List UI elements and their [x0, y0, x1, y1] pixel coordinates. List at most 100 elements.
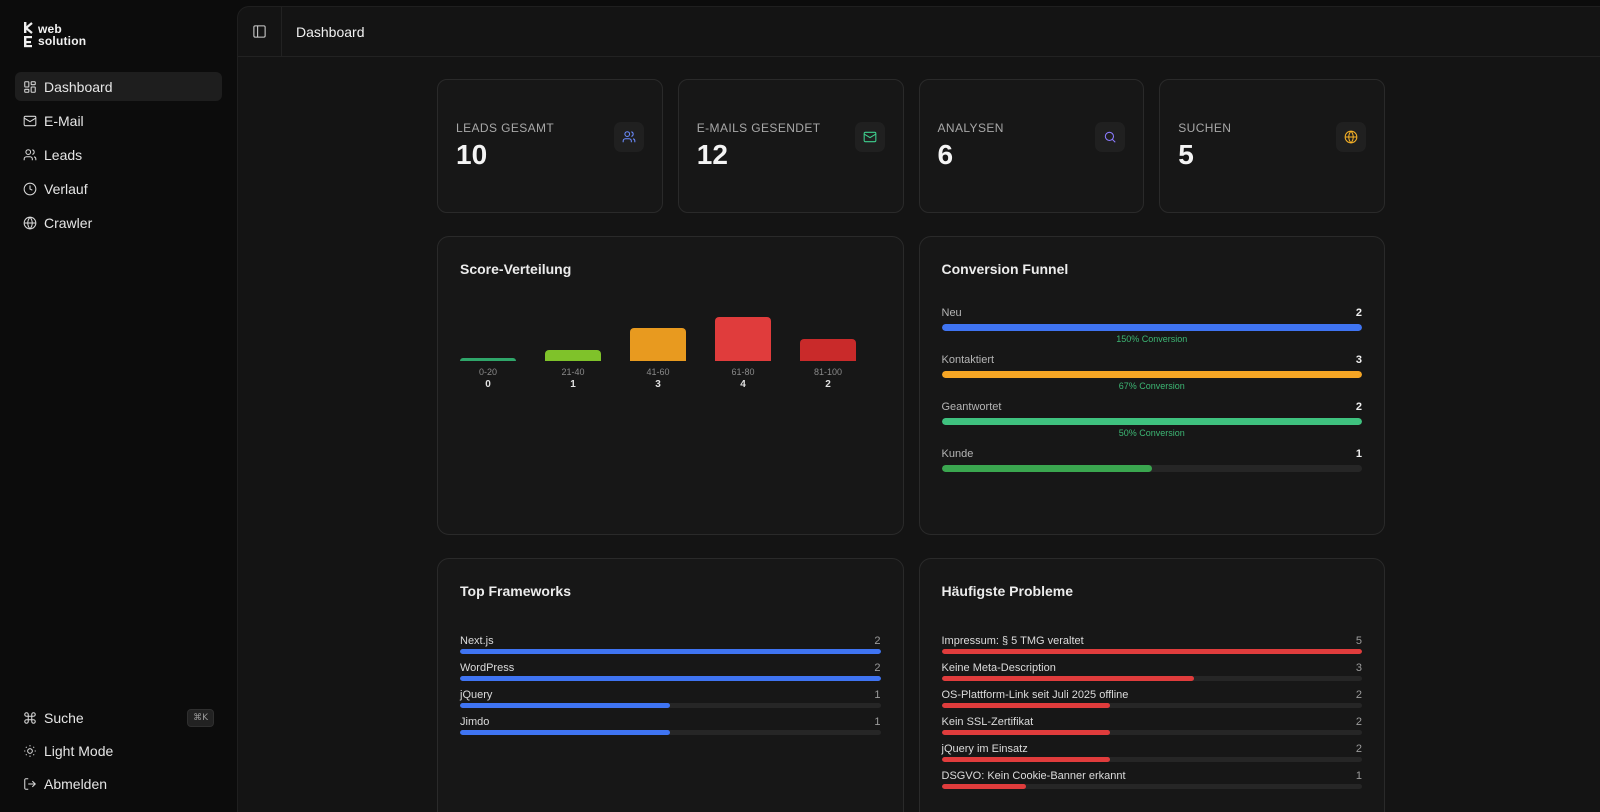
score-bar-group: 41-60 3 [630, 301, 686, 401]
sidebar-nav: Dashboard E-Mail Leads Verlauf [15, 72, 222, 237]
sidebar-item-label: E-Mail [44, 112, 84, 129]
list-item-fill [941, 703, 1110, 708]
list-item-label: jQuery im Einsatz [941, 743, 1028, 755]
mail-icon [23, 114, 37, 128]
stat-card-leads[interactable]: LEADS GESAMT 10 [437, 79, 663, 213]
brand-logo[interactable]: web solution [23, 20, 222, 50]
funnel-stage-label: Kunde [941, 448, 974, 460]
score-bar-value: 3 [655, 379, 661, 390]
score-bar-group: 0-20 0 [460, 301, 516, 401]
score-bar-category: 41-60 [646, 367, 670, 377]
list-item-track [941, 730, 1362, 735]
panel-title: Conversion Funnel [941, 261, 1069, 277]
sidebar-item-dashboard[interactable]: Dashboard [15, 72, 222, 101]
funnel-track [941, 324, 1362, 331]
stat-label: SUCHEN [1178, 121, 1232, 135]
stat-label: E-MAILS GESENDET [696, 121, 821, 135]
funnel-stage-label: Neu [941, 307, 962, 319]
funnel-stage-value: 2 [1355, 307, 1362, 319]
users-icon [613, 122, 644, 152]
list-item: jQuery 1 [460, 689, 881, 708]
sidebar-bottom: Suche ⌘K Light Mode Abmelden [15, 703, 222, 798]
score-bar[interactable] [630, 328, 686, 361]
shortcut-badge: ⌘K [187, 708, 214, 727]
sidebar-item-verlauf[interactable]: Verlauf [15, 174, 222, 203]
problems-list: Impressum: § 5 TMG veraltet 5 Keine Meta-D… [941, 635, 1362, 789]
list-item: Next.js 2 [460, 635, 881, 654]
sidebar-item-abmelden[interactable]: Abmelden [15, 769, 222, 798]
funnel-fill [941, 324, 1362, 331]
sidebar-item-label: Dashboard [44, 78, 113, 95]
sidebar-item-email[interactable]: E-Mail [15, 106, 222, 135]
score-bar-group: 21-40 1 [545, 301, 601, 401]
score-bar[interactable] [545, 350, 601, 361]
score-bar-chart: 0-20 0 21-40 1 41-60 3 61-80 4 81-100 2 [460, 301, 884, 401]
sidebar-item-suche[interactable]: Suche ⌘K [15, 703, 222, 732]
list-item: Impressum: § 5 TMG veraltet 5 [941, 635, 1362, 654]
list-item-track [941, 703, 1362, 708]
stats-row: LEADS GESAMT 10 E-MAILS GESENDET 12 ANAL… [437, 79, 1385, 213]
list-item-count: 1 [874, 716, 881, 728]
frameworks-list: Next.js 2 WordPress 2 jQuery 1 Jimdo 1 [460, 635, 881, 735]
score-bar[interactable] [715, 317, 771, 361]
users-icon [23, 148, 37, 162]
score-bar[interactable] [460, 358, 516, 361]
funnel-conversion-label: 150% Conversion [1116, 334, 1188, 344]
list-item-label: WordPress [460, 662, 515, 674]
stat-value: 12 [696, 139, 728, 170]
list-item-fill [460, 649, 881, 654]
score-bar-value: 1 [570, 379, 576, 390]
list-item: WordPress 2 [460, 662, 881, 681]
list-item-track [941, 676, 1362, 681]
score-bar[interactable] [800, 339, 856, 361]
sidebar-toggle-button[interactable] [238, 7, 282, 57]
list-item-count: 2 [1355, 689, 1362, 701]
main-area: Dashboard LEADS GESAMT 10 E-MAILS GESEND… [237, 6, 1600, 812]
sidebar: web solution Dashboard E-Mail [0, 0, 237, 812]
score-bar-category: 81-100 [813, 367, 843, 377]
stat-card-analysen[interactable]: ANALYSEN 6 [918, 79, 1145, 213]
list-item-label: Jimdo [460, 716, 490, 728]
list-item-track [941, 757, 1362, 762]
funnel-track [941, 371, 1362, 378]
list-item: jQuery im Einsatz 2 [941, 743, 1362, 762]
dashboard-icon [23, 80, 37, 94]
funnel-stage-value: 2 [1355, 401, 1362, 413]
stat-label: ANALYSEN [937, 121, 1004, 135]
sidebar-item-light-mode[interactable]: Light Mode [15, 736, 222, 765]
list-item: Jimdo 1 [460, 716, 881, 735]
funnel-stage-label: Geantwortet [941, 401, 1002, 413]
lists-row: Top Frameworks Next.js 2 WordPress 2 jQuery 1… [437, 558, 1385, 812]
list-item-fill [941, 676, 1194, 681]
funnel-stage-value: 1 [1355, 448, 1362, 460]
conversion-funnel-panel: Conversion Funnel Neu 2 150% Conversion Kon… [918, 236, 1385, 535]
score-bar-value: 0 [485, 379, 491, 390]
list-item-fill [941, 757, 1110, 762]
score-bar-group: 81-100 2 [800, 301, 856, 401]
stat-card-emails[interactable]: E-MAILS GESENDET 12 [677, 79, 904, 213]
sidebar-item-crawler[interactable]: Crawler [15, 208, 222, 237]
score-bar-value: 4 [740, 379, 746, 390]
sidebar-item-label: Leads [44, 146, 83, 163]
funnel-conversion-label: 67% Conversion [1118, 381, 1185, 391]
stat-card-suchen[interactable]: SUCHEN 5 [1159, 79, 1385, 213]
list-item-count: 2 [874, 635, 881, 647]
sidebar-item-label: Abmelden [44, 775, 108, 792]
score-bar-value: 2 [825, 379, 831, 390]
funnel-list: Neu 2 150% Conversion Kontaktiert 3 67% Conve… [941, 307, 1363, 495]
topbar: Dashboard [238, 7, 1600, 57]
sidebar-item-leads[interactable]: Leads [15, 140, 222, 169]
clock-icon [23, 182, 37, 196]
funnel-conversion-label [942, 475, 1363, 495]
funnel-stage: Geantwortet 2 50% Conversion [941, 401, 1362, 448]
list-item-track [941, 784, 1362, 789]
list-item: Kein SSL-Zertifikat 2 [941, 716, 1362, 735]
funnel-fill [941, 418, 1362, 425]
list-item-track [460, 676, 881, 681]
score-bar-category: 61-80 [731, 367, 755, 377]
stat-value: 5 [1178, 139, 1194, 170]
sidebar-item-label: Suche [44, 709, 84, 726]
score-bar-category: 21-40 [561, 367, 585, 377]
brand-line-2: solution [38, 34, 87, 48]
mail-icon [854, 122, 885, 152]
